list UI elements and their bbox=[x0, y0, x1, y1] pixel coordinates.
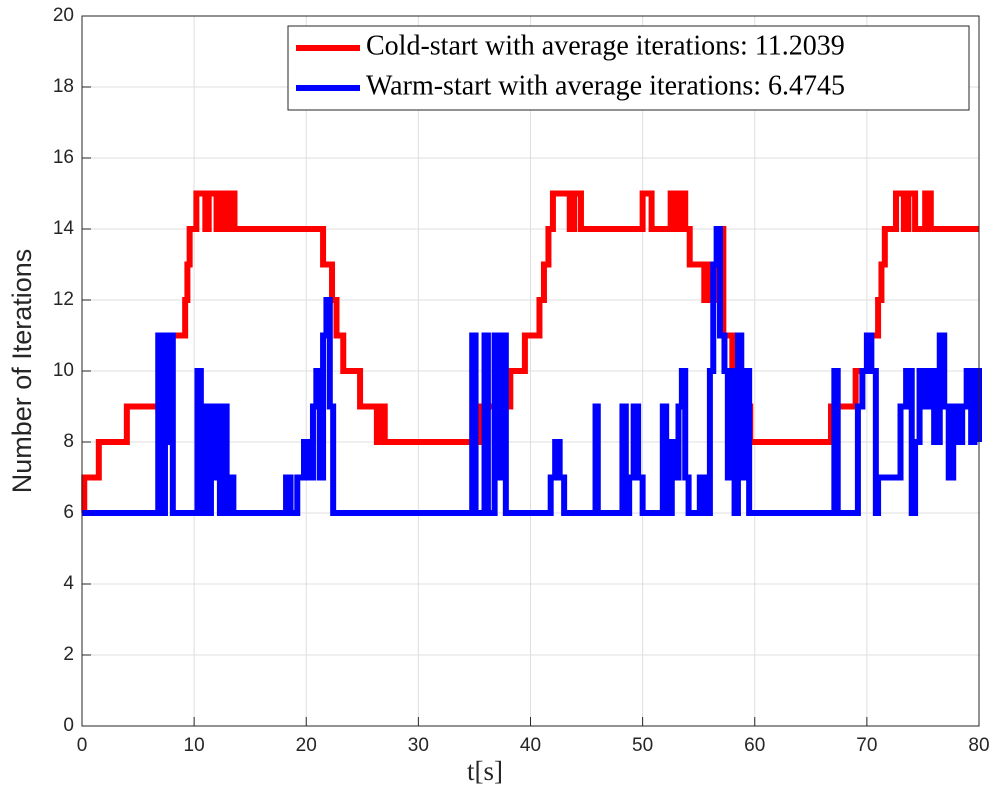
y-tick-label: 20 bbox=[53, 5, 74, 26]
y-tick-label: 6 bbox=[63, 502, 74, 523]
x-tick-label: 0 bbox=[77, 735, 88, 756]
series-line bbox=[82, 226, 982, 516]
x-tick-label: 20 bbox=[296, 735, 317, 756]
y-tick-label: 2 bbox=[63, 644, 74, 665]
x-tick-label: 10 bbox=[184, 735, 205, 756]
y-tick-label: 18 bbox=[53, 76, 74, 97]
y-tick-label: 14 bbox=[53, 218, 75, 239]
y-axis-label: Number of Iterations bbox=[7, 249, 37, 494]
x-tick-label: 70 bbox=[856, 735, 877, 756]
x-tick-label: 30 bbox=[408, 735, 429, 756]
legend-label: Cold-start with average iterations: 11.2… bbox=[366, 30, 845, 61]
x-tick-label: 80 bbox=[968, 735, 989, 756]
axes-box bbox=[81, 15, 980, 727]
legend-box bbox=[287, 25, 970, 111]
x-tick-label: 50 bbox=[632, 735, 653, 756]
y-tick-label: 4 bbox=[63, 573, 74, 594]
x-axis-label: t[s] bbox=[467, 756, 503, 786]
x-tick-label: 60 bbox=[744, 735, 765, 756]
x-tick-label: 40 bbox=[520, 735, 541, 756]
y-tick-label: 10 bbox=[53, 360, 74, 381]
y-tick-label: 16 bbox=[53, 147, 74, 168]
y-tick-label: 8 bbox=[63, 431, 74, 452]
y-tick-label: 0 bbox=[63, 715, 74, 736]
y-tick-label: 12 bbox=[53, 289, 74, 310]
legend-label: Warm-start with average iterations: 6.47… bbox=[366, 70, 845, 101]
